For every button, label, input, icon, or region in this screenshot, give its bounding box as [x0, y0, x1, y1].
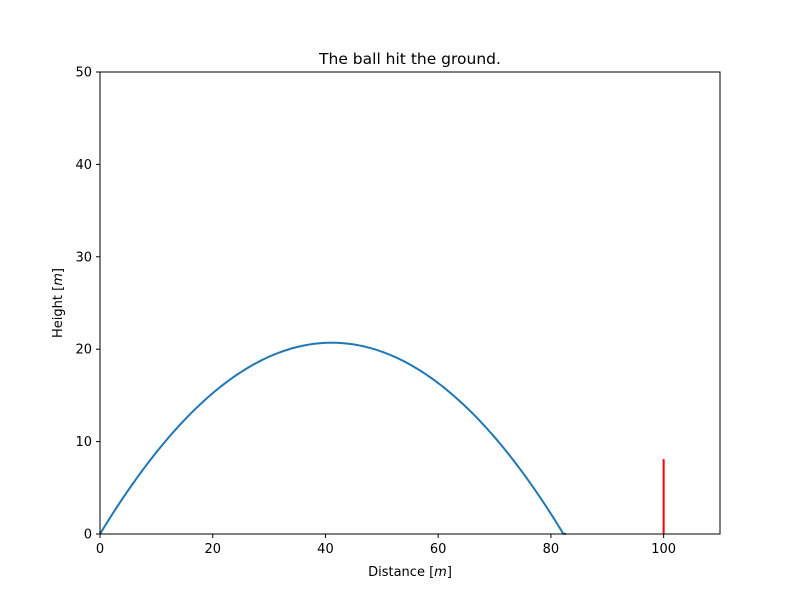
x-tick-label: 40: [317, 542, 334, 557]
y-axis-label-unit: m: [51, 273, 66, 286]
y-tick-label: 10: [75, 435, 92, 450]
y-tick-label: 0: [84, 528, 92, 543]
x-axis-label: Distance [m]: [368, 565, 452, 580]
y-tick-label: 50: [75, 66, 92, 81]
y-axis-label-close: ]: [51, 268, 66, 273]
x-tick-label: 60: [430, 542, 447, 557]
x-axis-label-close: ]: [447, 565, 452, 580]
y-tick-label: 40: [75, 158, 92, 173]
axis-ticks: 0 20 40 60 80 100 0 10 20 30 40 50: [75, 66, 676, 558]
x-tick-label: 0: [96, 542, 104, 557]
plot-area: [99, 341, 665, 535]
x-axis-label-unit: m: [434, 565, 447, 580]
x-tick-label: 100: [651, 542, 676, 557]
y-tick-label: 30: [75, 250, 92, 265]
trajectory-line: [99, 341, 567, 535]
x-axis-label-text: Distance [: [368, 565, 434, 580]
y-axis-label: Height [m]: [51, 268, 66, 338]
x-tick-label: 20: [204, 542, 221, 557]
x-tick-label: 80: [543, 542, 560, 557]
axes-frame: [99, 71, 721, 535]
y-axis-label-text: Height [: [51, 286, 66, 338]
chart-title: The ball hit the ground.: [318, 50, 501, 68]
y-tick-label: 20: [75, 343, 92, 358]
